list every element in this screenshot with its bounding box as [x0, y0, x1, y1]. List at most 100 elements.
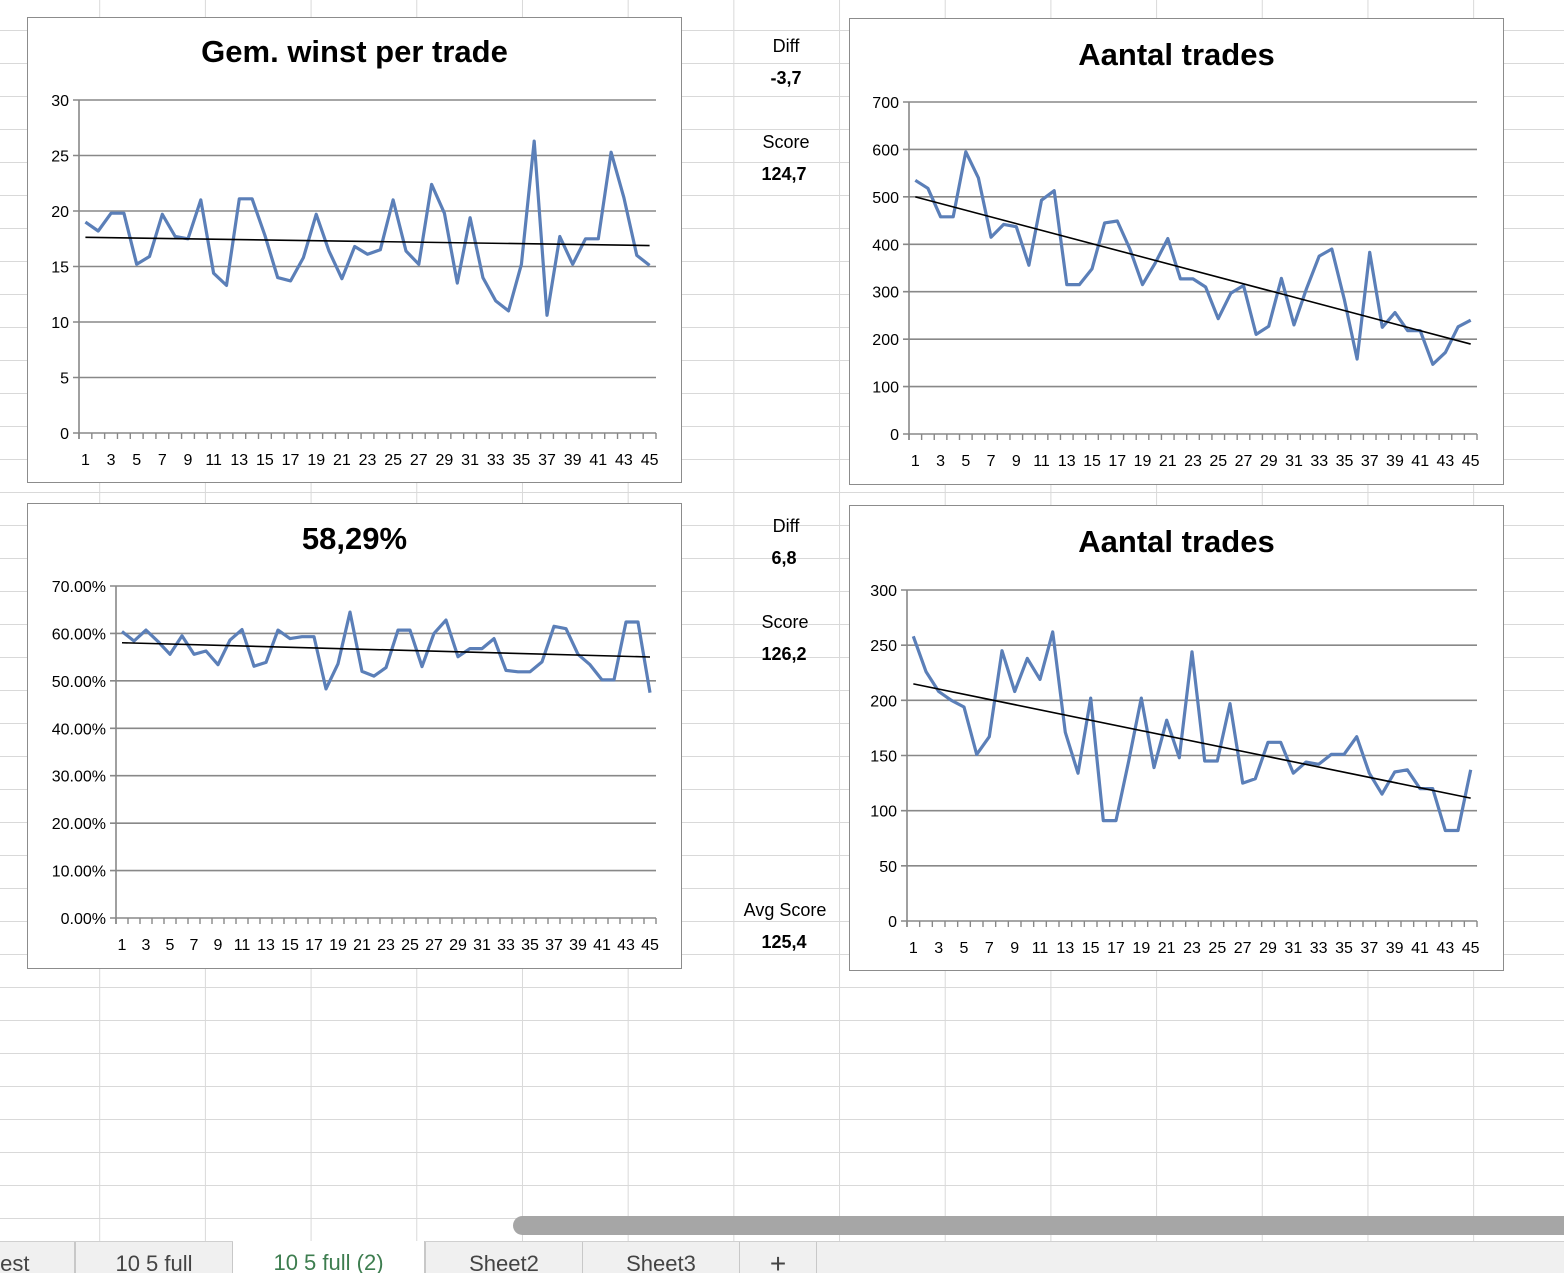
tab-test[interactable]: test: [0, 1242, 75, 1273]
tab-sheet3[interactable]: Sheet3: [583, 1242, 740, 1273]
diff-label-top: Diff: [736, 36, 836, 57]
avg-score-label: Avg Score: [735, 900, 835, 921]
x-tick-label: 25: [384, 452, 402, 469]
y-tick-label: 50: [879, 859, 897, 876]
x-tick-label: 33: [1310, 453, 1328, 470]
x-tick-label: 3: [936, 453, 945, 470]
x-tick-label: 39: [1386, 940, 1404, 957]
y-tick-label: 30: [51, 93, 69, 110]
x-tick-label: 35: [512, 452, 530, 469]
y-tick-label: 0: [60, 426, 69, 443]
diff-value-top[interactable]: -3,7: [736, 68, 836, 89]
x-tick-label: 43: [617, 937, 635, 954]
x-tick-label: 31: [473, 937, 491, 954]
x-tick-label: 45: [1462, 940, 1480, 957]
tab-sheet2[interactable]: Sheet2: [425, 1242, 583, 1273]
add-sheet-button[interactable]: +: [740, 1242, 817, 1273]
score-value-bottom[interactable]: 126,2: [734, 644, 834, 665]
x-tick-label: 27: [425, 937, 443, 954]
x-tick-label: 35: [1336, 453, 1354, 470]
x-tick-label: 23: [359, 452, 377, 469]
x-tick-label: 11: [1033, 453, 1050, 470]
x-tick-label: 39: [569, 937, 587, 954]
x-tick-label: 31: [1284, 940, 1302, 957]
x-tick-label: 11: [1032, 940, 1049, 957]
y-tick-label: 200: [870, 693, 897, 710]
trendline: [85, 237, 649, 245]
x-tick-label: 37: [1360, 940, 1378, 957]
x-tick-label: 27: [1235, 453, 1253, 470]
chart-svg: 0.00%10.00%20.00%30.00%40.00%50.00%60.00…: [28, 504, 681, 968]
x-tick-label: 21: [1158, 940, 1176, 957]
x-tick-label: 45: [1462, 453, 1480, 470]
y-tick-label: 0: [888, 914, 897, 931]
chart-win-percentage[interactable]: 58,29% 0.00%10.00%20.00%30.00%40.00%50.0…: [27, 503, 682, 969]
x-tick-label: 43: [1437, 453, 1455, 470]
y-tick-label: 200: [872, 332, 899, 349]
x-tick-label: 3: [107, 452, 116, 469]
x-tick-label: 23: [1184, 453, 1202, 470]
y-tick-label: 30.00%: [52, 769, 106, 786]
x-tick-label: 5: [132, 452, 141, 469]
trendline: [915, 197, 1470, 344]
x-tick-label: 43: [615, 452, 633, 469]
x-tick-label: 15: [1083, 453, 1101, 470]
score-label-top: Score: [736, 132, 836, 153]
x-tick-label: 29: [1259, 940, 1277, 957]
x-tick-label: 29: [1260, 453, 1278, 470]
x-tick-label: 19: [329, 937, 347, 954]
x-tick-label: 5: [166, 937, 175, 954]
x-tick-label: 31: [461, 452, 479, 469]
diff-value-bottom[interactable]: 6,8: [734, 548, 834, 569]
x-tick-label: 17: [1107, 940, 1125, 957]
x-tick-label: 3: [142, 937, 151, 954]
x-tick-label: 15: [281, 937, 299, 954]
y-tick-label: 500: [872, 190, 899, 207]
y-tick-label: 100: [870, 804, 897, 821]
y-tick-label: 25: [51, 149, 69, 166]
x-tick-label: 35: [521, 937, 539, 954]
tab-10-5-full-2[interactable]: 10 5 full (2): [233, 1241, 425, 1273]
x-tick-label: 39: [1386, 453, 1404, 470]
tab-10-5-full[interactable]: 10 5 full: [75, 1242, 233, 1273]
x-tick-label: 25: [1209, 453, 1227, 470]
y-tick-label: 100: [872, 380, 899, 397]
y-tick-label: 20.00%: [52, 816, 106, 833]
x-tick-label: 33: [497, 937, 515, 954]
x-tick-label: 19: [307, 452, 325, 469]
x-tick-label: 3: [934, 940, 943, 957]
x-tick-label: 15: [256, 452, 274, 469]
x-tick-label: 27: [1234, 940, 1252, 957]
y-tick-label: 250: [870, 638, 897, 655]
x-tick-label: 7: [987, 453, 996, 470]
y-tick-label: 0: [890, 427, 899, 444]
y-tick-label: 50.00%: [52, 674, 106, 691]
x-tick-label: 25: [1208, 940, 1226, 957]
x-tick-label: 25: [401, 937, 419, 954]
x-tick-label: 9: [184, 452, 193, 469]
series-line: [915, 152, 1470, 364]
x-tick-label: 13: [257, 937, 275, 954]
x-tick-label: 9: [214, 937, 223, 954]
x-tick-label: 37: [1361, 453, 1379, 470]
avg-score-value[interactable]: 125,4: [734, 932, 834, 953]
x-tick-label: 21: [353, 937, 371, 954]
y-tick-label: 10: [51, 315, 69, 332]
y-tick-label: 300: [870, 583, 897, 600]
series-line: [85, 141, 649, 315]
x-tick-label: 1: [81, 452, 90, 469]
y-tick-label: 15: [51, 260, 69, 277]
score-value-top[interactable]: 124,7: [734, 164, 834, 185]
y-tick-label: 300: [872, 285, 899, 302]
y-tick-label: 400: [872, 237, 899, 254]
horizontal-scrollbar[interactable]: [513, 1216, 1564, 1235]
x-tick-label: 13: [230, 452, 248, 469]
x-tick-label: 13: [1058, 453, 1076, 470]
x-tick-label: 5: [961, 453, 970, 470]
y-tick-label: 60.00%: [52, 626, 106, 643]
